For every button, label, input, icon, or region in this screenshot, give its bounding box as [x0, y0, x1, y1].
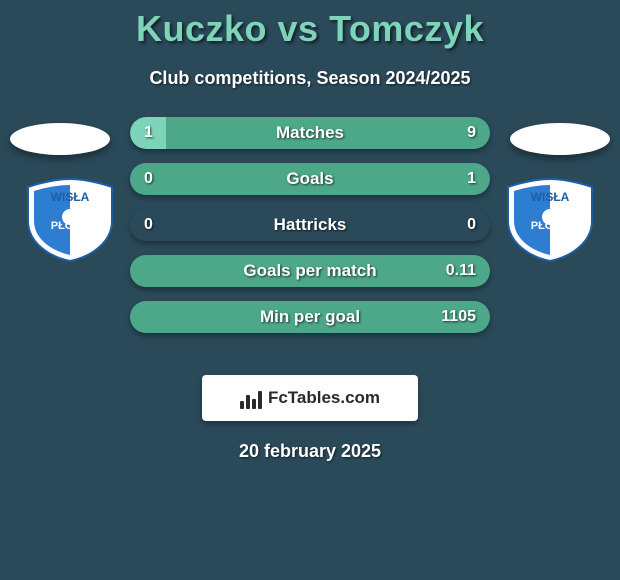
- stat-label: Goals per match: [130, 255, 490, 287]
- stat-label: Hattricks: [130, 209, 490, 241]
- wisla-plock-crest-icon: WISŁA PŁOCK: [20, 177, 120, 263]
- wisla-plock-crest-icon: WISŁA PŁOCK: [500, 177, 600, 263]
- stat-row: 01Goals: [130, 163, 490, 195]
- club-badge-right: WISŁA PŁOCK: [500, 177, 600, 263]
- stat-row: 1105Min per goal: [130, 301, 490, 333]
- stats-list: 19Matches 01Goals 00Hattricks 0.11Goals per…: [130, 117, 490, 347]
- player-right-placeholder: [510, 123, 610, 155]
- svg-text:WISŁA: WISŁA: [51, 190, 90, 204]
- stat-row: 19Matches: [130, 117, 490, 149]
- stat-row: 0.11Goals per match: [130, 255, 490, 287]
- stat-label: Goals: [130, 163, 490, 195]
- brand-box: FcTables.com: [202, 375, 418, 421]
- main-area: WISŁA PŁOCK WISŁA PŁOCK 19Matches 01Goals…: [0, 117, 620, 357]
- date-label: 20 february 2025: [0, 441, 620, 462]
- stat-row: 00Hattricks: [130, 209, 490, 241]
- svg-text:WISŁA: WISŁA: [531, 190, 570, 204]
- bar-chart-icon: [240, 387, 262, 409]
- infographic-container: Kuczko vs Tomczyk Club competitions, Sea…: [0, 0, 620, 462]
- brand-text: FcTables.com: [268, 388, 380, 408]
- player-left-placeholder: [10, 123, 110, 155]
- stat-label: Min per goal: [130, 301, 490, 333]
- club-badge-left: WISŁA PŁOCK: [20, 177, 120, 263]
- page-title: Kuczko vs Tomczyk: [0, 8, 620, 50]
- stat-label: Matches: [130, 117, 490, 149]
- subtitle: Club competitions, Season 2024/2025: [0, 68, 620, 89]
